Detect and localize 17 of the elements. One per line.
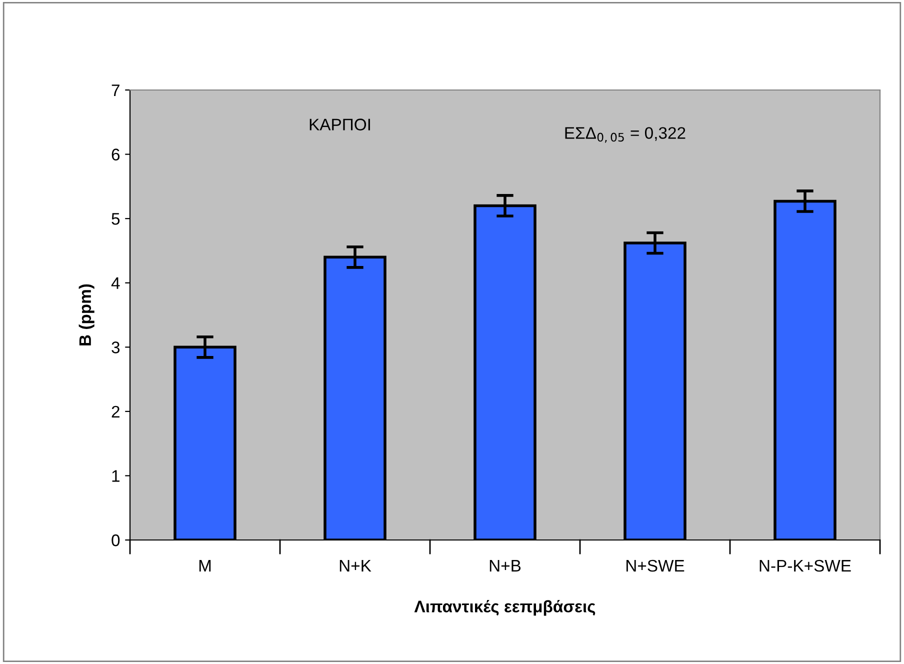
annotation: ΕΣΔ$_{0,05}$ = 0,322 [565,127,686,143]
y-tick-label: 7 [112,84,120,96]
y-tick-label: 4 [111,277,120,289]
x-tick-label: N+K [340,560,372,572]
y-tick-label: 3 [112,342,120,354]
annotation: ΚΑΡΠΟΙ [310,118,370,130]
x-tick-label: M [199,560,211,572]
y-tick-label: 2 [112,406,120,418]
y-axis-title: B (ppm) [78,284,94,346]
x-tick-label: N+B [490,560,521,572]
y-tick-label: 6 [112,148,120,160]
y-tick-label: 0 [112,534,120,546]
x-tick-label: N+SWE [626,560,684,572]
y-tick-label: 5 [112,213,120,225]
x-axis-title: Λιπαντικές εεπμβάσεις [414,600,596,616]
x-tick-label: N-P-K+SWE [760,560,851,572]
y-tick-label: 1 [112,470,120,482]
